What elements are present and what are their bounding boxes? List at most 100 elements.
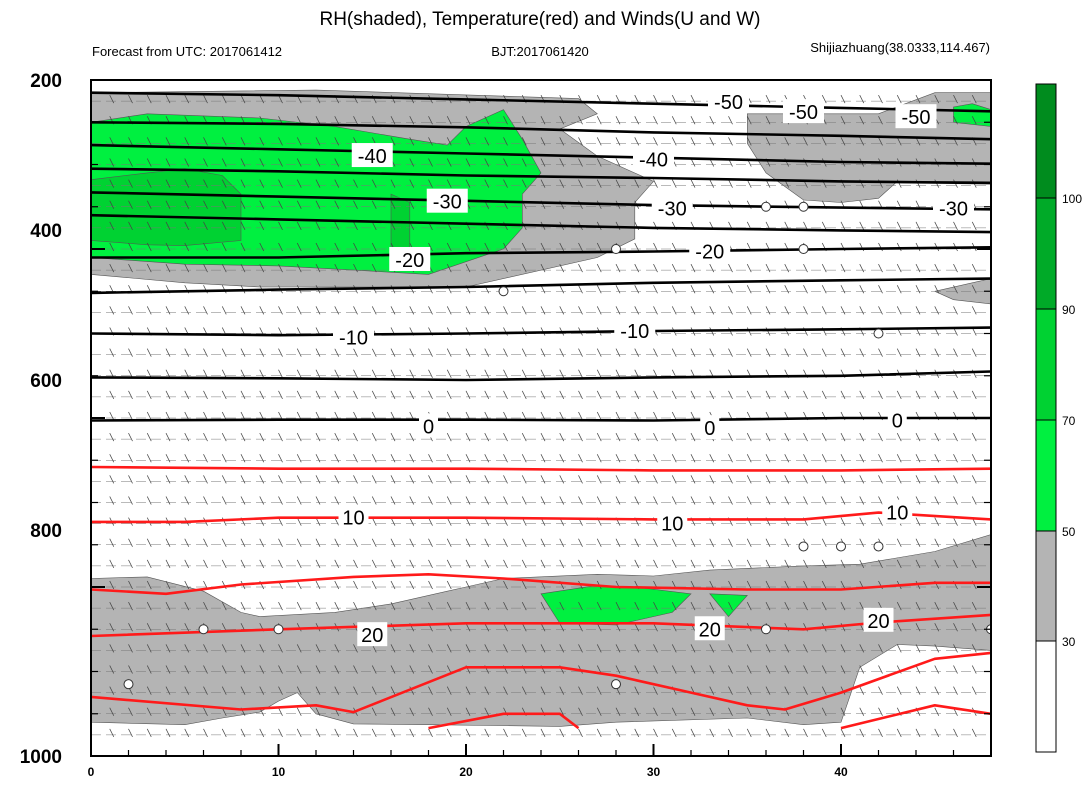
wind-barb [146, 496, 152, 505]
wind-barb [184, 94, 190, 104]
wind-barb [109, 601, 115, 611]
wind-barb [146, 200, 152, 209]
wind-barb [503, 263, 508, 273]
wind-barb [578, 601, 583, 611]
rh-shading-layer [91, 89, 991, 727]
wind-barb [578, 559, 583, 569]
contour-label-bg [708, 88, 749, 113]
wind-barb [428, 454, 433, 463]
wind-barb [821, 559, 827, 569]
wind-barb [953, 454, 958, 463]
wind-barb [353, 496, 358, 505]
wind-barb [559, 411, 565, 421]
wind-barb [315, 263, 321, 273]
black-contour-minus25 [91, 213, 991, 234]
wind-barb [390, 390, 396, 400]
wind-barb [878, 94, 883, 104]
wind-barb [821, 390, 827, 400]
calm-wind-circle [873, 328, 884, 339]
wind-barb [371, 369, 377, 378]
wind-barb [746, 559, 752, 569]
wind-barb [371, 538, 377, 547]
wind-barb [765, 94, 771, 104]
contour-label-bg [351, 143, 393, 168]
wind-barb [221, 390, 227, 400]
wind-barb [521, 559, 527, 569]
wind-barb [803, 707, 808, 716]
wind-barb [953, 686, 958, 695]
wind-barb [428, 242, 433, 252]
wind-barb [671, 179, 677, 188]
wind-barb [840, 475, 846, 484]
wind-barb [146, 411, 152, 421]
wind-barb [953, 94, 958, 104]
wind-barb [540, 411, 546, 421]
wind-barb [109, 348, 115, 357]
wind-barb [934, 475, 940, 484]
wind-barb [221, 263, 227, 273]
wind-barb [596, 116, 602, 125]
wind-barb [971, 601, 977, 611]
wind-barb [634, 538, 640, 547]
wind-barb [465, 390, 471, 400]
wind-barb [128, 538, 133, 547]
wind-barb [446, 179, 452, 188]
wind-barb [690, 179, 696, 188]
wind-barb [146, 580, 152, 590]
wind-barb [878, 475, 883, 484]
wind-barb [934, 306, 940, 315]
wind-barb [953, 538, 958, 547]
black-contour-minus40 [91, 143, 991, 165]
wind-barb [446, 454, 452, 463]
wind-barb [409, 644, 415, 653]
wind-barb [428, 137, 433, 146]
wind-barb [934, 623, 940, 632]
wind-barb [484, 432, 490, 442]
wind-barb [109, 559, 115, 569]
wind-barb [315, 559, 321, 569]
wind-barb [259, 306, 265, 315]
wind-barb [446, 432, 452, 442]
wind-barb [371, 179, 377, 188]
wind-barb [259, 221, 265, 231]
wind-barb [671, 707, 677, 716]
wind-barb [746, 665, 752, 674]
wind-barb [353, 686, 358, 695]
wind-barb [484, 369, 490, 378]
wind-barb [765, 728, 771, 738]
wind-barb [165, 559, 171, 569]
wind-barb [259, 179, 265, 188]
wind-barb [409, 580, 415, 590]
wind-barb [934, 432, 940, 442]
wind-barb [784, 285, 790, 294]
wind-barb [728, 665, 733, 674]
wind-barb [221, 221, 227, 231]
wind-barb [128, 137, 133, 146]
wind-barb [203, 538, 208, 547]
contour-label: 20 [361, 625, 383, 647]
wind-barb [334, 390, 340, 400]
wind-barb [446, 242, 452, 252]
wind-barb [859, 94, 865, 104]
wind-barb [184, 686, 190, 695]
rh-colorbar: 30 50 70 90 100 [1035, 83, 1082, 753]
wind-barb [521, 263, 527, 273]
wind-barb [353, 475, 358, 484]
wind-barb [165, 665, 171, 674]
wind-barb [446, 116, 452, 125]
wind-barb [784, 475, 790, 484]
wind-barb [578, 200, 583, 209]
wind-barb [728, 200, 733, 209]
wind-barb [953, 475, 958, 484]
wind-barb [634, 728, 640, 738]
wind-barb [521, 475, 527, 484]
wind-barb [615, 348, 621, 357]
wind-barb [165, 454, 171, 463]
wind-barb [278, 263, 283, 273]
wind-barb [878, 263, 883, 273]
wind-barb [821, 137, 827, 146]
wind-barb [165, 432, 171, 442]
wind-barb [315, 200, 321, 209]
rh-region-7 [709, 593, 748, 618]
wind-barb [765, 348, 771, 357]
